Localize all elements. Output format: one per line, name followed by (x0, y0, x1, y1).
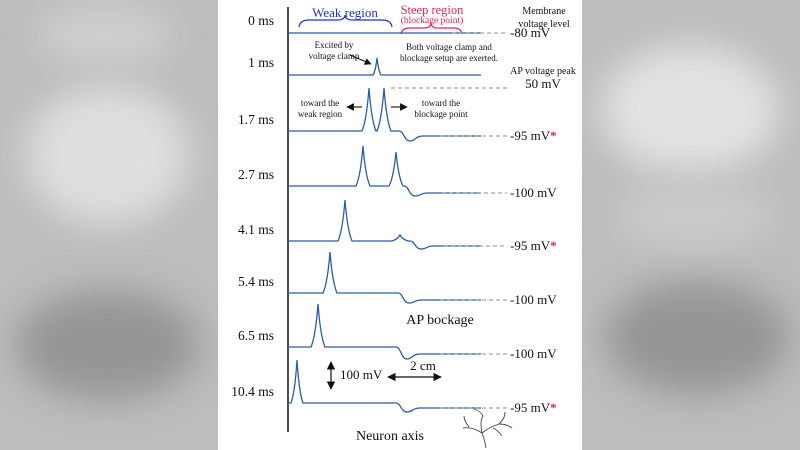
ap-peak-caption: AP voltage peak (510, 66, 576, 77)
weak-region-label: Weak region (312, 5, 378, 20)
voltage-value: -95 mV (510, 128, 551, 143)
steep-region-label: Steep region (400, 3, 464, 17)
toward-blockage-line1: toward the (421, 98, 461, 108)
time-label-1-7ms: 1.7 ms (237, 112, 274, 127)
toward-weak-line2: weak region (297, 108, 343, 119)
toward-blockage-annotation: toward the blockage point (409, 98, 473, 120)
time-label-1ms: 1 ms (248, 55, 274, 70)
voltage-value: -100 mV (510, 292, 557, 307)
membrane-voltage-line1: Membrane (522, 6, 566, 17)
neuron-axis-title: Neuron axis (355, 429, 425, 444)
voltage-label-row6: -100 mV (510, 346, 557, 362)
background-blur-blob (35, 5, 175, 65)
membrane-voltage-heading: Membrane voltage level (504, 6, 584, 31)
time-label-5-4ms: 5.4 ms (237, 274, 274, 289)
excited-line1: Excited by (314, 40, 354, 50)
exerted-annotation: Both voltage clamp and blockage setup ar… (393, 42, 505, 64)
background-blur-blob (605, 280, 790, 395)
time-label-2-7ms: 2.7 ms (237, 167, 274, 182)
time-label-10-4ms: 10.4 ms (231, 384, 274, 399)
voltage-scale-label: 100 mV (340, 367, 383, 382)
voltage-value: -100 mV (510, 346, 557, 361)
membrane-voltage-line2: voltage level (518, 18, 570, 30)
background-blur-blob (25, 85, 190, 225)
voltage-label-row0: -80 mV (510, 25, 550, 41)
exerted-line1: Both voltage clamp and (406, 42, 492, 52)
toward-blockage-line2: blockage point (414, 108, 468, 119)
voltage-label-row2: -95 mV* (510, 128, 557, 144)
time-label-6-5ms: 6.5 ms (237, 328, 274, 343)
significance-asterisk: * (550, 238, 557, 253)
ap-blockage-annotation: AP bockage (406, 313, 474, 328)
voltage-label-row4: -95 mV* (510, 238, 557, 254)
toward-weak-line1: toward the (300, 98, 340, 108)
voltage-value: -100 mV (510, 185, 557, 200)
ap-peak-label: AP voltage peak 50 mV (502, 66, 584, 91)
significance-asterisk: * (550, 400, 557, 415)
voltage-label-row5: -100 mV (510, 292, 557, 308)
significance-asterisk: * (550, 128, 557, 143)
background-blur-blob (615, 180, 775, 250)
voltage-value: -95 mV (510, 400, 551, 415)
voltage-value: -95 mV (510, 238, 551, 253)
exerted-line2: blockage setup are exerted. (400, 52, 498, 63)
time-label-4-1ms: 4.1 ms (237, 222, 274, 237)
voltage-value: -80 mV (510, 25, 551, 40)
voltage-label-row7: -95 mV* (510, 400, 557, 416)
background-blur-blob (15, 290, 200, 400)
time-label-0ms: 0 ms (248, 13, 274, 28)
ap-peak-value: 50 mV (525, 76, 561, 91)
distance-scale-label: 2 cm (410, 358, 436, 373)
background-blur-blob (600, 45, 780, 175)
excited-annotation: Excited by voltage clamp (298, 40, 370, 62)
excited-line2: voltage clamp (308, 50, 360, 61)
voltage-label-row3: -100 mV (510, 185, 557, 201)
toward-weak-annotation: toward the weak region (294, 98, 346, 120)
blockage-point-label: (blockage point) (400, 16, 464, 26)
